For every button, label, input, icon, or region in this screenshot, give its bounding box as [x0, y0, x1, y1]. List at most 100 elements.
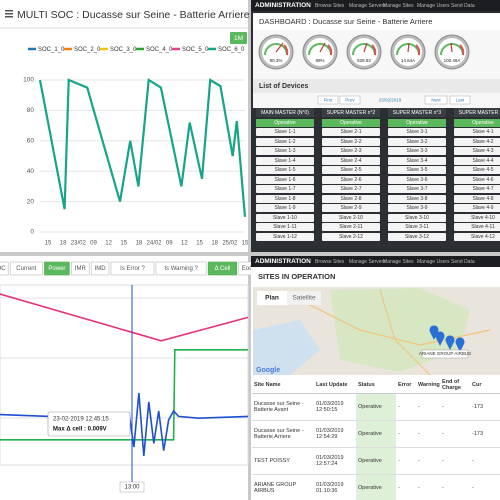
slave-cell[interactable]: Slave 4-4	[454, 156, 500, 165]
slave-cell[interactable]: Slave 3-7	[388, 185, 446, 193]
filter-button[interactable]	[44, 261, 70, 276]
slave-cell[interactable]: Slave 3-4	[388, 156, 446, 165]
slave-cell[interactable]: Slave 2-8	[322, 194, 380, 203]
slave-cell[interactable]: Slave 3-9	[388, 204, 446, 212]
map-tab[interactable]	[287, 291, 321, 305]
x-tick-label: 15	[120, 241, 127, 247]
slave-cell[interactable]: Slave 2-12	[322, 232, 380, 241]
slave-cell[interactable]: Slave 1-4	[256, 156, 314, 165]
slave-cell[interactable]: Slave 1-2	[256, 137, 314, 146]
slave-cell[interactable]: Slave 3-6	[388, 175, 446, 184]
nav-item[interactable]: Manage Servers	[349, 259, 386, 265]
slave-cell[interactable]: Slave 2-4	[322, 156, 380, 165]
slave-cell[interactable]: Slave 2-11	[322, 223, 380, 231]
nav-item[interactable]: ADMINISTRATION	[255, 2, 311, 9]
site-row[interactable]: TEST POISSY 01/03/2019 12:57:24 Operative -…	[252, 447, 500, 475]
slave-cell[interactable]: Slave 4-8	[454, 194, 500, 203]
filter-button[interactable]	[0, 261, 9, 276]
column-header: MAIN MASTER (N°0)	[256, 108, 314, 117]
slave-cell[interactable]: Slave 3-10	[388, 213, 446, 222]
slave-cell[interactable]: Slave 4-1	[454, 128, 500, 136]
range-button[interactable]	[230, 32, 247, 44]
cell: -	[416, 393, 440, 421]
slave-cell[interactable]: Slave 4-5	[454, 166, 500, 174]
slave-cell[interactable]: Slave 4-7	[454, 185, 500, 193]
slave-cell[interactable]: Slave 1-7	[256, 185, 314, 193]
tooltip	[47, 411, 131, 437]
toolbar-button[interactable]	[449, 95, 471, 105]
filter-button[interactable]	[9, 261, 43, 276]
map-pin[interactable]	[435, 331, 445, 346]
slave-cell[interactable]: Slave 1-1	[256, 128, 314, 136]
filter-button[interactable]	[90, 261, 110, 276]
gauge-band-warn	[283, 44, 289, 56]
map-region	[253, 320, 320, 375]
slave-cell[interactable]: Slave 4-6	[454, 175, 500, 184]
map-pin[interactable]	[429, 325, 439, 340]
map-logo: Google	[256, 367, 280, 374]
map-tab[interactable]	[257, 291, 287, 305]
slave-cell[interactable]: Slave 1-12	[256, 232, 314, 241]
title-bar	[253, 14, 500, 30]
site-row[interactable]: ARIANE GROUP AIRBUS 01/03/2019 01:10:36 Op…	[252, 474, 500, 500]
filter-button-label: Current	[16, 266, 36, 272]
slave-cell[interactable]: Slave 1-3	[256, 147, 314, 155]
status-cell: Operative	[356, 393, 396, 421]
slave-cell[interactable]: Slave 1-6	[256, 175, 314, 184]
cell: -	[470, 447, 500, 475]
nav-item[interactable]: Browse Sites	[315, 259, 345, 265]
filter-button[interactable]	[207, 261, 238, 276]
slave-cell[interactable]: Slave 1-10	[256, 213, 314, 222]
nav-item[interactable]: Manage Servers	[349, 3, 386, 9]
slave-cell[interactable]: Slave 2-2	[322, 137, 380, 146]
nav-item[interactable]: Browse Sites	[315, 3, 345, 9]
slave-cell[interactable]: Slave 1-9	[256, 204, 314, 212]
slave-cell[interactable]: Slave 2-5	[322, 166, 380, 174]
map-pin[interactable]	[455, 337, 465, 352]
cell: -173	[470, 393, 500, 421]
toolbar-button[interactable]	[424, 95, 448, 105]
slave-cell[interactable]: Slave 4-2	[454, 137, 500, 146]
nav-item[interactable]: Manage Users	[417, 3, 450, 9]
gauge-value: 100.48A	[444, 58, 461, 63]
slave-cell[interactable]: Slave 3-5	[388, 166, 446, 174]
slave-cell[interactable]: Slave 4-10	[454, 213, 500, 222]
slave-cell[interactable]: Slave 4-11	[454, 223, 500, 231]
toolbar-button[interactable]	[339, 95, 361, 105]
slave-cell[interactable]: Slave 4-12	[454, 232, 500, 241]
nav-item[interactable]: Send Data	[451, 259, 475, 265]
nav-item[interactable]: Send Data	[451, 3, 475, 9]
slave-cell[interactable]: Slave 2-6	[322, 175, 380, 184]
slave-cell[interactable]: Slave 3-1	[388, 128, 446, 136]
slave-cell[interactable]: Slave 2-1	[322, 128, 380, 136]
slave-cell[interactable]: Slave 3-3	[388, 147, 446, 155]
slave-cell[interactable]: Slave 3-11	[388, 223, 446, 231]
filter-button[interactable]	[110, 261, 155, 276]
slave-cell[interactable]: Slave 2-7	[322, 185, 380, 193]
slave-cell[interactable]: Slave 1-5	[256, 166, 314, 174]
nav-item[interactable]: Manage Sites	[383, 259, 414, 265]
slave-cell[interactable]: Slave 1-11	[256, 223, 314, 231]
nav-item[interactable]: Manage Users	[417, 259, 450, 265]
slave-cell[interactable]: Slave 2-10	[322, 213, 380, 222]
slave-cell[interactable]: Slave 4-9	[454, 204, 500, 212]
slave-cell[interactable]: Slave 1-8	[256, 194, 314, 203]
map-road	[299, 299, 491, 346]
cell: 01/03/2019 12:57:24	[314, 447, 356, 475]
site-row[interactable]: Ducasse sur Seine - Batterie Avant 01/03/…	[252, 393, 500, 421]
slave-cell[interactable]: Slave 3-8	[388, 194, 446, 203]
nav-item[interactable]: Manage Sites	[383, 3, 414, 9]
nav-item[interactable]: ADMINISTRATION	[255, 258, 311, 265]
filter-button[interactable]	[155, 261, 207, 276]
slave-cell[interactable]: Slave 4-3	[454, 147, 500, 155]
slave-cell[interactable]: Slave 3-12	[388, 232, 446, 241]
map-pin[interactable]	[445, 335, 455, 350]
slave-cell[interactable]: Slave 2-9	[322, 204, 380, 212]
slave-cell[interactable]: Slave 2-3	[322, 147, 380, 155]
toolbar-button[interactable]	[317, 95, 339, 105]
filter-button[interactable]	[71, 261, 90, 276]
x-tick-label: 15	[45, 241, 52, 247]
site-row[interactable]: Ducasse sur Seine - Batterie Arriere 01/0…	[252, 420, 500, 448]
menu-icon	[5, 16, 13, 18]
slave-cell[interactable]: Slave 3-2	[388, 137, 446, 146]
